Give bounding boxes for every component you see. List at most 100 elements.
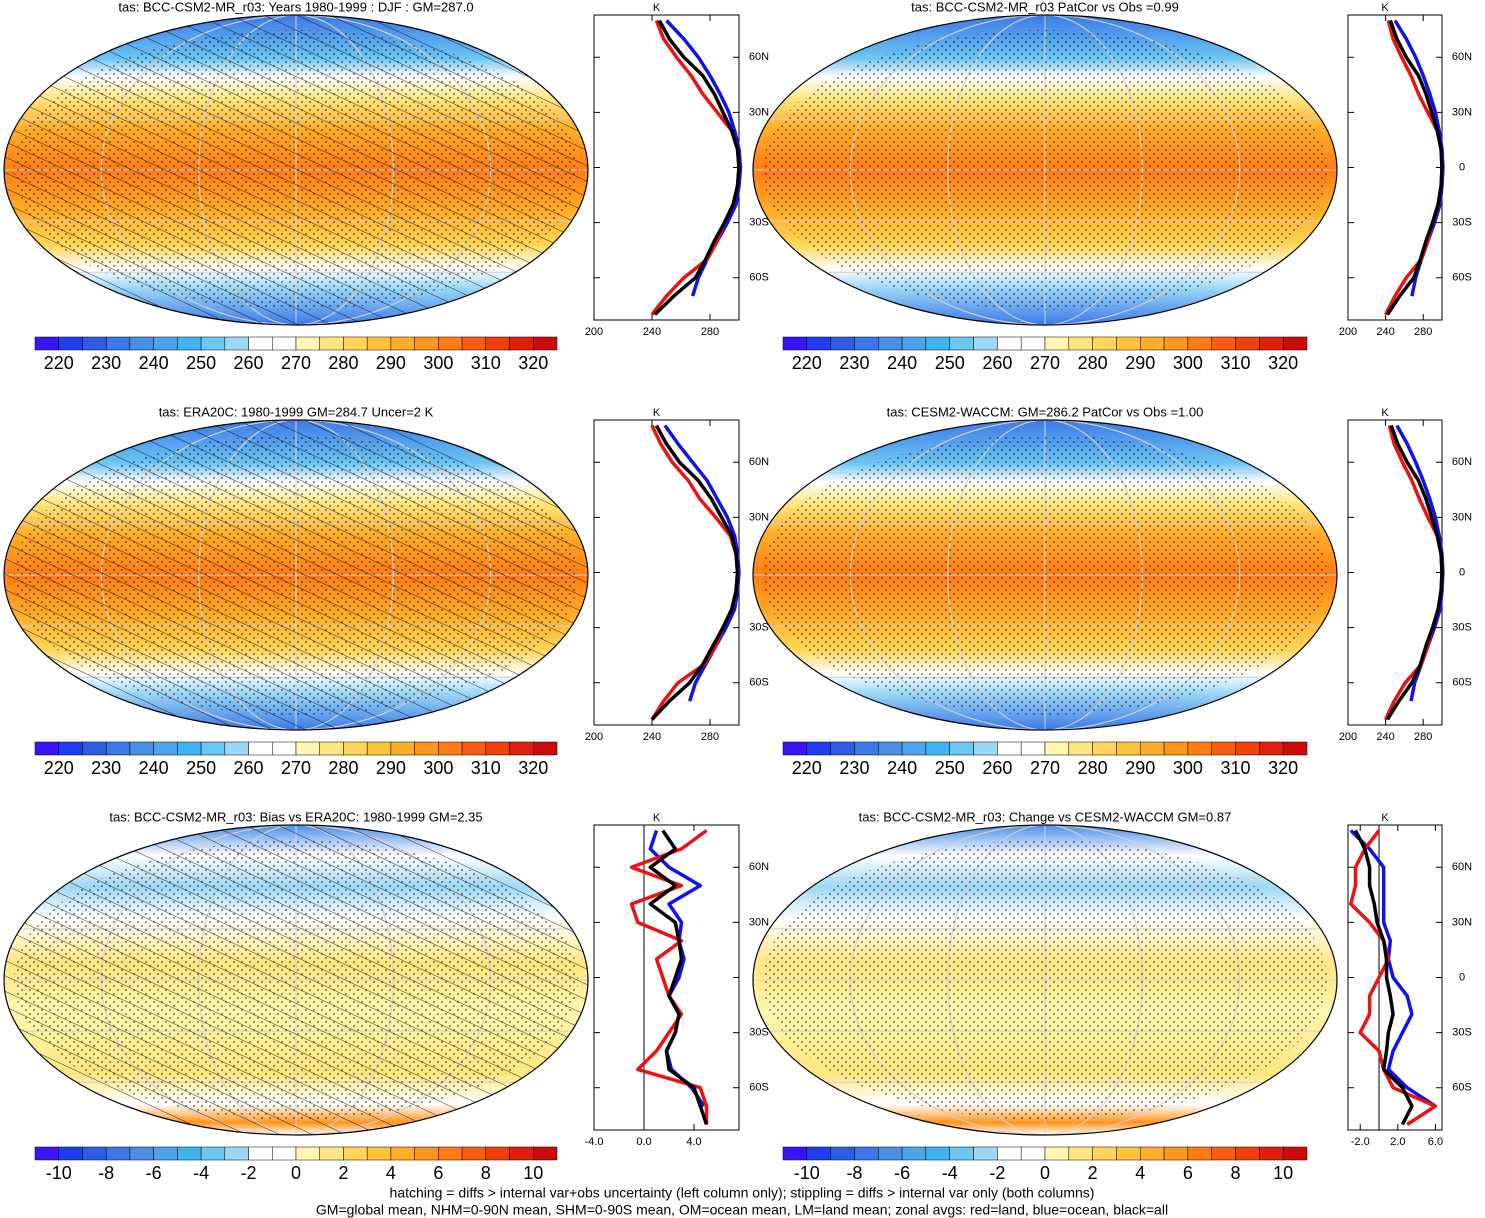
y-tick-label: 0 [1459, 566, 1465, 578]
colorbar-label: 4 [1135, 1163, 1145, 1183]
x-tick-label: 0.0 [636, 1136, 651, 1148]
colorbar-box [295, 336, 320, 351]
map-outline [3, 14, 589, 326]
colorbar-box [485, 336, 510, 351]
unit-label: K [653, 2, 661, 14]
colorbar-label: 220 [44, 758, 74, 778]
colorbar-label: 10 [523, 1163, 543, 1183]
colorbar-label: 250 [935, 353, 965, 373]
colorbar-label: 280 [1078, 353, 1108, 373]
colorbar-label: 260 [982, 353, 1012, 373]
x-tick-label: 2.0 [1390, 1136, 1405, 1148]
colorbar-box [973, 1146, 998, 1161]
colorbar-label: 240 [139, 758, 169, 778]
colorbar-box [34, 336, 59, 351]
colorbar-label: 240 [139, 353, 169, 373]
panel-title: tas: BCC-CSM2-MR_r03: Change vs CESM2-WA… [859, 809, 1232, 824]
colorbar-box [34, 741, 59, 756]
colorbar-box [830, 336, 855, 351]
colorbar-box [878, 1146, 903, 1161]
colorbar-box [485, 741, 510, 756]
x-tick-label: 6.0 [1428, 1136, 1443, 1148]
colorbar-box [854, 1146, 879, 1161]
colorbar-box [1187, 1146, 1212, 1161]
colorbar-box [1282, 336, 1308, 351]
colorbar-box [1211, 336, 1236, 351]
colorbar-label: 290 [376, 353, 406, 373]
colorbar-label: 300 [423, 758, 453, 778]
y-tick-label: 30N [749, 106, 769, 118]
colorbar-box [1044, 336, 1070, 351]
footnote: hatching = diffs > internal var+obs unce… [390, 1185, 1095, 1201]
colorbar-label: 6 [433, 1163, 443, 1183]
colorbar-box [1235, 336, 1260, 351]
colorbar-box [1020, 741, 1046, 756]
colorbar-box [82, 741, 107, 756]
colorbar-box [58, 1146, 83, 1161]
colorbar-box [248, 1146, 273, 1161]
colorbar-label: 280 [328, 758, 358, 778]
colorbar-box [1044, 1146, 1070, 1161]
colorbar-box [878, 741, 903, 756]
colorbar-box [1259, 1146, 1284, 1161]
colorbar-box [366, 741, 392, 756]
colorbar-box [1140, 1146, 1165, 1161]
colorbar-box [390, 741, 415, 756]
colorbar-box [153, 741, 178, 756]
zonal-profile-line [1384, 20, 1444, 316]
colorbar-box [366, 1146, 392, 1161]
colorbar-label: 320 [518, 758, 548, 778]
x-tick-label: 200 [585, 326, 603, 338]
y-tick-label: 60S [1452, 677, 1472, 689]
colorbar-box [1259, 336, 1284, 351]
colorbar-box [1282, 1146, 1308, 1161]
zonal-profile-line [650, 424, 740, 721]
colorbar-label: 250 [935, 758, 965, 778]
colorbar-box [509, 741, 534, 756]
colorbar-box [1211, 1146, 1236, 1161]
y-tick-label: 60N [1452, 861, 1472, 873]
y-tick-label: 60N [749, 861, 769, 873]
colorbar-label: 230 [91, 758, 121, 778]
x-tick-label: -4.0 [585, 1136, 604, 1148]
colorbar-box [461, 1146, 487, 1161]
y-tick-label: 30S [1452, 622, 1472, 634]
colorbar-label: 10 [1273, 1163, 1293, 1183]
colorbar-box [177, 741, 202, 756]
colorbar-box [295, 1146, 320, 1161]
map-outline [752, 14, 1338, 326]
hatching [4, 420, 588, 730]
colorbar-label: 270 [281, 758, 311, 778]
colorbar-label: 270 [1030, 758, 1060, 778]
colorbar-box [1187, 336, 1212, 351]
y-tick-label: 60N [749, 456, 769, 468]
y-tick-label: 30S [749, 622, 769, 634]
colorbar-box [1116, 336, 1141, 351]
colorbar-box [485, 1146, 510, 1161]
panel-title: tas: BCC-CSM2-MR_r03: Years 1980-1999 : … [118, 0, 473, 14]
colorbar-box [973, 741, 998, 756]
colorbar-box [248, 741, 273, 756]
colorbar-label: -6 [146, 1163, 162, 1183]
zonal-profile-line [653, 19, 741, 316]
colorbar-box [533, 336, 558, 351]
y-tick-label: 0 [1459, 161, 1465, 173]
profile-frame [1347, 14, 1443, 321]
colorbar-box [438, 741, 463, 756]
colorbar-box [82, 1146, 107, 1161]
colorbar-box [782, 741, 808, 756]
colorbar-box [34, 1146, 59, 1161]
colorbar-box [438, 336, 463, 351]
colorbar-box [509, 336, 534, 351]
colorbar-label: 6 [1183, 1163, 1193, 1183]
y-tick-label: 30N [749, 916, 769, 928]
colorbar-label: 230 [839, 353, 869, 373]
colorbar-box [177, 1146, 202, 1161]
x-tick-label: 240 [643, 731, 661, 743]
colorbar-box [343, 741, 368, 756]
colorbar-label: 310 [1221, 758, 1251, 778]
colorbar-box [949, 1146, 974, 1161]
colorbar-box [1140, 336, 1165, 351]
